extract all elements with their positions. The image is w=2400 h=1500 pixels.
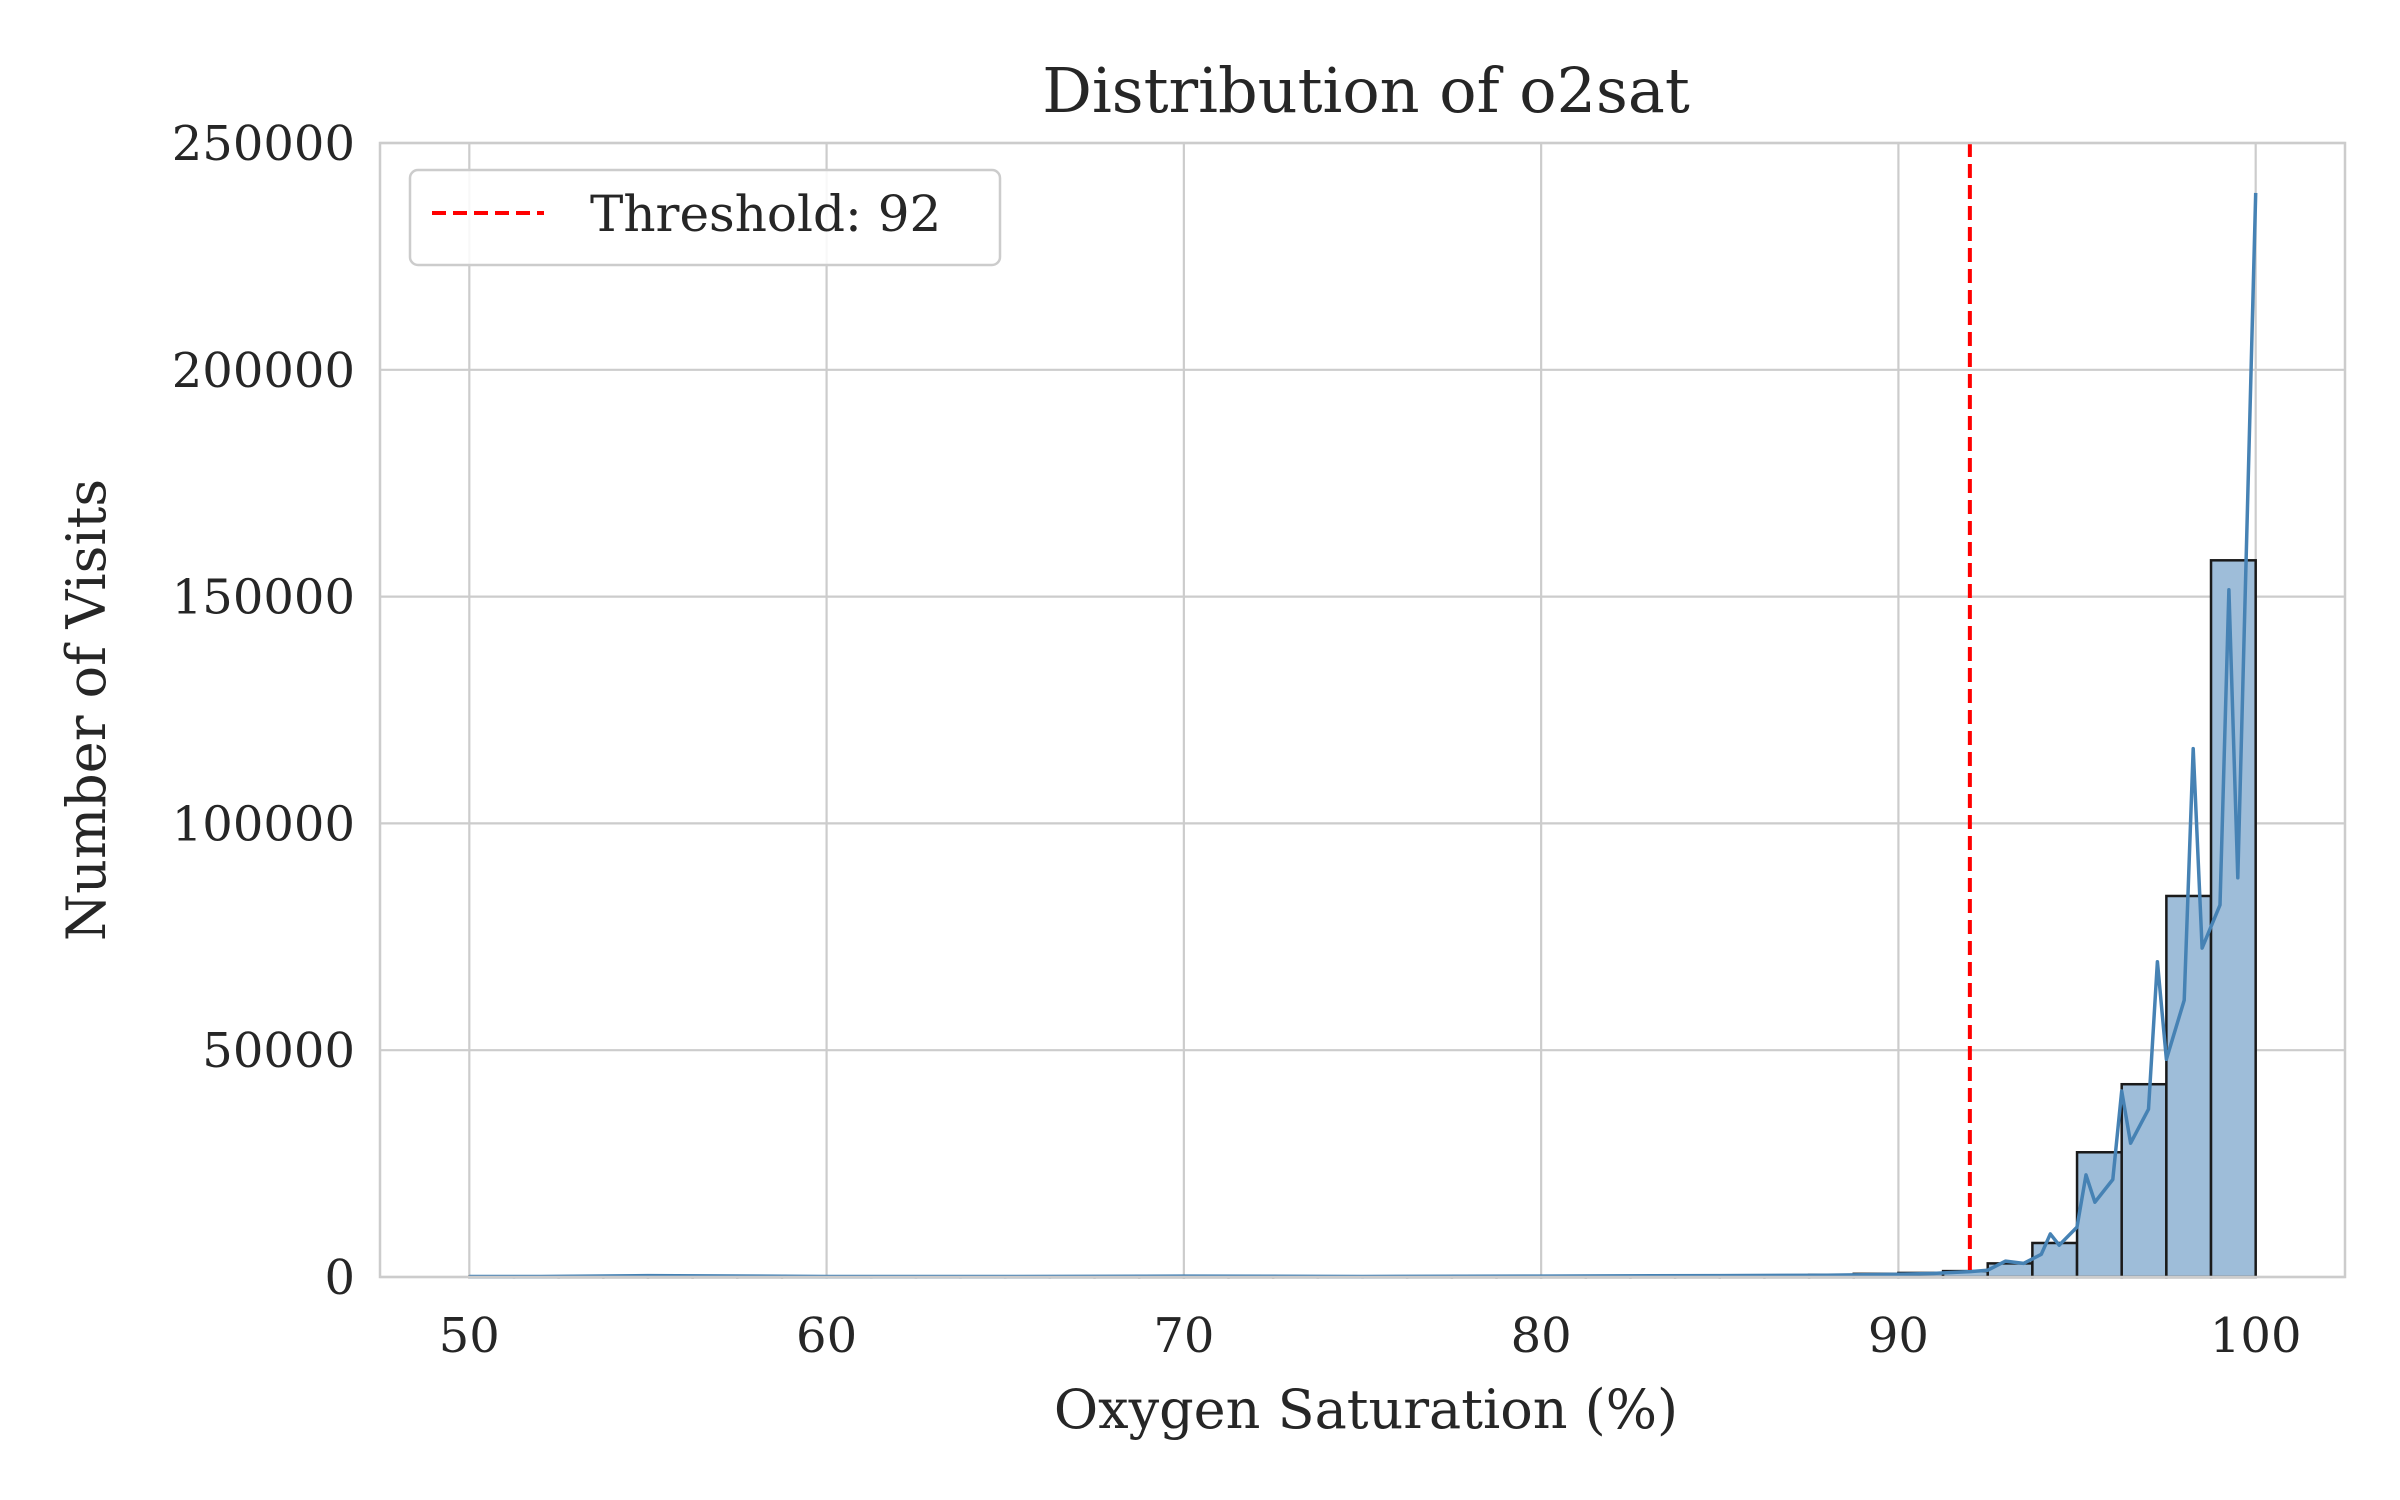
- y-tick-label: 100000: [172, 796, 355, 852]
- legend: Threshold: 92: [408, 168, 1002, 267]
- histogram-bar: [2165, 894, 2213, 1279]
- y-tick-label: 200000: [172, 343, 355, 399]
- x-axis-label: Oxygen Saturation (%): [1054, 1378, 1678, 1441]
- y-tick-label: 250000: [172, 116, 355, 172]
- y-tick-label: 0: [324, 1250, 355, 1306]
- legend-threshold-label: Threshold: 92: [590, 185, 941, 243]
- histogram-bar: [2120, 1082, 2168, 1279]
- plot-area: [380, 143, 2345, 1277]
- x-tick-label: 80: [1511, 1308, 1572, 1364]
- y-tick-labels: 0 50000 100000 150000 200000 250000: [172, 116, 355, 1306]
- x-tick-label: 70: [1153, 1308, 1214, 1364]
- plot-frame: [378, 141, 2347, 1279]
- histogram-bar: [2209, 559, 2257, 1279]
- x-tick-label: 50: [439, 1308, 500, 1364]
- x-tick-labels: 50 60 70 80 90 100: [439, 1308, 2302, 1364]
- x-tick-label: 60: [796, 1308, 857, 1364]
- chart-title: Distribution of o2sat: [1042, 54, 1690, 127]
- x-tick-label: 90: [1868, 1308, 1929, 1364]
- legend-box: [408, 168, 1002, 267]
- y-tick-label: 50000: [202, 1023, 355, 1079]
- histogram-bar: [2031, 1241, 2079, 1279]
- x-tick-label: 100: [2210, 1308, 2302, 1364]
- y-tick-label: 150000: [172, 570, 355, 626]
- y-axis-label: Number of Visits: [55, 479, 118, 941]
